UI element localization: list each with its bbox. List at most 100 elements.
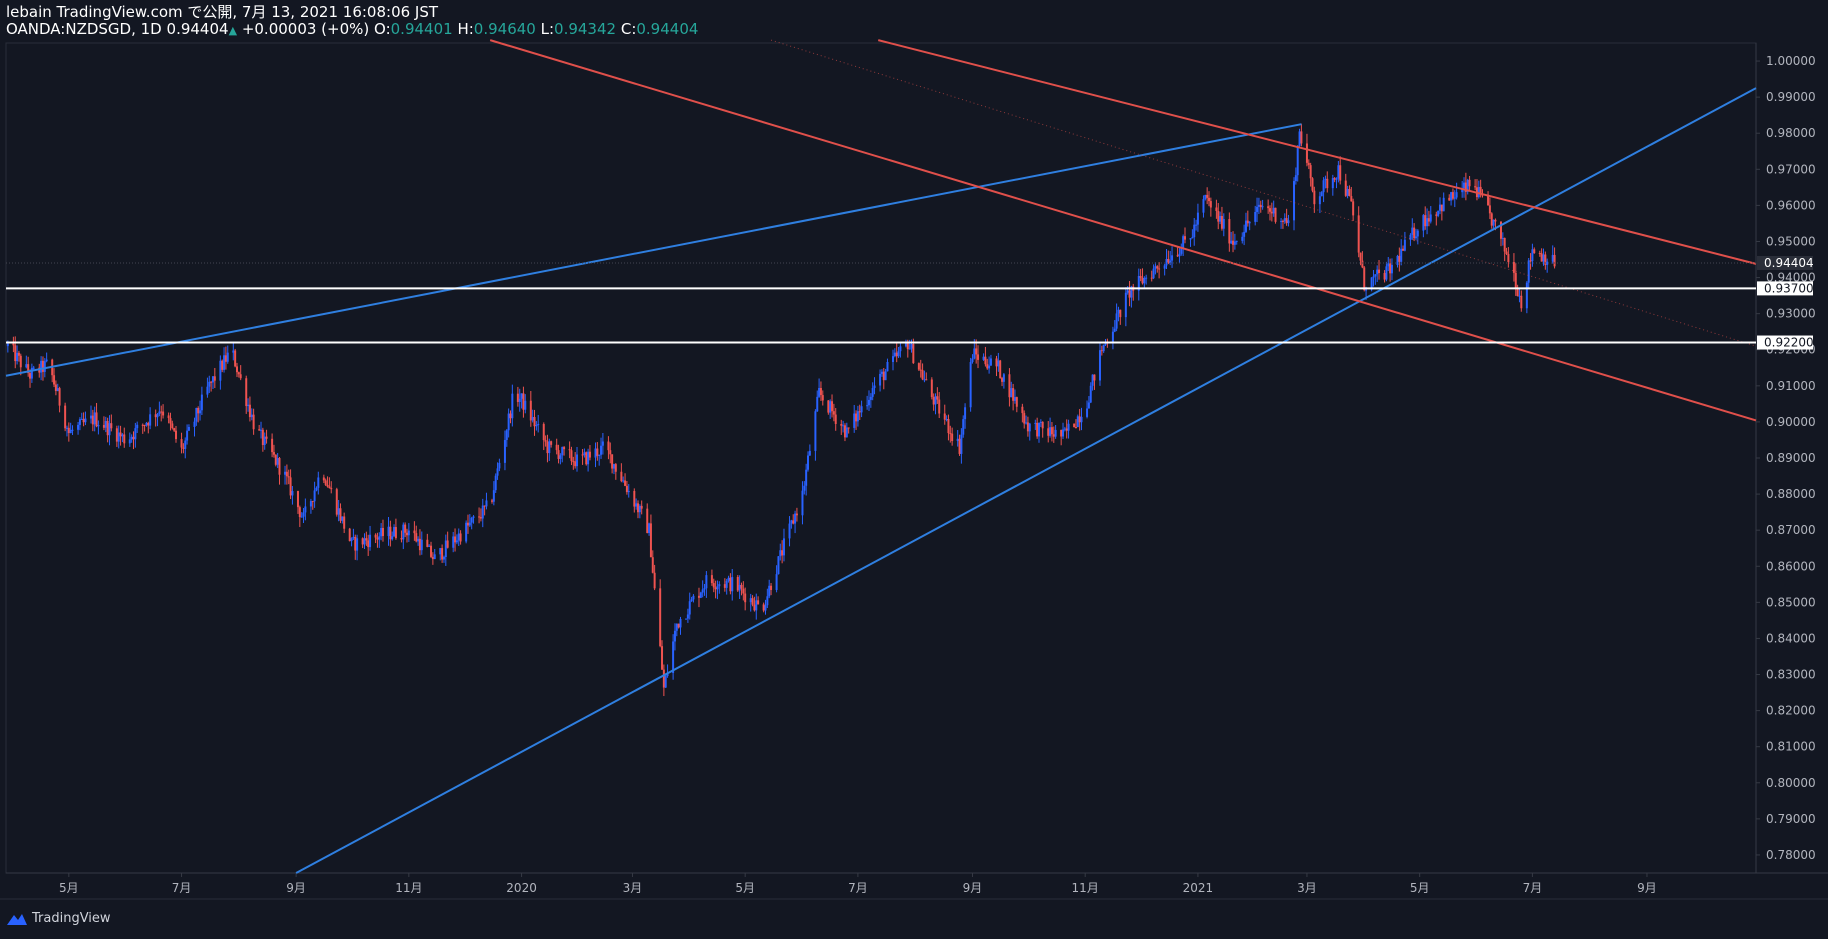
candle — [335, 487, 338, 517]
y-tick-label: 0.79000 — [1766, 812, 1816, 826]
candle — [1183, 227, 1186, 244]
candle — [648, 522, 651, 536]
candle — [324, 478, 327, 486]
candle — [600, 437, 603, 459]
candle — [348, 527, 351, 542]
candle — [175, 425, 178, 443]
candle — [117, 425, 120, 449]
candle — [1529, 253, 1532, 270]
candle — [247, 398, 250, 412]
candle — [803, 481, 806, 495]
x-tick-label: 9月 — [1637, 881, 1657, 895]
ascending-channel-line[interactable] — [5, 123, 1302, 377]
candle — [801, 481, 804, 525]
candle — [291, 486, 294, 505]
candle — [770, 583, 773, 596]
candle — [882, 368, 885, 390]
descending-channel-line[interactable] — [877, 39, 1757, 265]
candle — [788, 516, 791, 547]
candle — [581, 449, 584, 465]
y-tick-label: 0.96000 — [1766, 198, 1816, 212]
candle — [832, 403, 835, 422]
candle — [856, 405, 859, 427]
candle — [141, 423, 144, 434]
candle — [1464, 172, 1467, 201]
candle — [354, 534, 357, 560]
candle — [768, 579, 771, 599]
candle — [452, 531, 455, 553]
x-tick-label: 7月 — [1523, 881, 1543, 895]
candle — [982, 353, 985, 361]
y-tick-label: 0.81000 — [1766, 740, 1816, 754]
candle — [136, 421, 139, 433]
candle — [134, 422, 137, 448]
candle — [1062, 422, 1065, 440]
candle — [82, 412, 85, 427]
candle — [80, 412, 83, 420]
open-label: O: — [374, 20, 391, 38]
candle — [1344, 173, 1347, 197]
candle — [208, 375, 211, 394]
candle — [77, 421, 80, 435]
candle — [971, 354, 974, 364]
candle — [91, 409, 94, 432]
candle — [1378, 260, 1381, 280]
candle — [893, 348, 896, 358]
candle — [1089, 382, 1092, 404]
candle — [1209, 197, 1212, 217]
x-tick-label: 9月 — [286, 881, 306, 895]
candle — [17, 350, 20, 362]
candle — [1274, 207, 1277, 224]
candle — [1049, 417, 1052, 438]
candle — [1182, 234, 1185, 256]
candle — [710, 569, 713, 586]
candle — [563, 445, 566, 456]
candle — [363, 533, 366, 549]
candle — [664, 674, 667, 689]
candle — [845, 422, 848, 438]
candle — [84, 411, 87, 426]
channel-midline — [770, 39, 1757, 347]
candle — [147, 421, 150, 434]
candle — [677, 623, 680, 629]
candle — [361, 537, 364, 549]
candle — [624, 473, 627, 487]
candle — [899, 341, 902, 358]
candle — [1437, 210, 1440, 218]
candle — [167, 412, 170, 424]
candle — [1542, 248, 1545, 266]
ascending-channel-line[interactable] — [295, 87, 1757, 874]
x-tick-label: 7月 — [848, 881, 868, 895]
candle — [1518, 288, 1521, 303]
candle — [1073, 423, 1076, 428]
candle — [753, 596, 756, 612]
y-tick-label: 1.00000 — [1766, 54, 1816, 68]
candle — [1339, 156, 1342, 185]
candle — [1352, 198, 1355, 221]
candle — [895, 343, 898, 363]
candle — [1208, 191, 1211, 207]
x-tick-label: 3月 — [623, 881, 643, 895]
candle — [1544, 251, 1547, 270]
candle — [775, 565, 778, 593]
candle — [516, 386, 519, 407]
plot-area[interactable] — [5, 42, 1757, 874]
candle — [522, 386, 525, 418]
candle — [588, 445, 591, 461]
candle — [145, 421, 148, 427]
candle — [1389, 258, 1392, 282]
last-price-label: 0.94404 — [1764, 256, 1814, 270]
candle — [1311, 177, 1314, 193]
candle — [428, 544, 431, 547]
descending-channel-line[interactable] — [489, 39, 1757, 422]
candle — [123, 427, 126, 448]
candle — [840, 419, 843, 435]
candle — [1490, 212, 1493, 229]
candle — [1322, 177, 1325, 203]
candle — [296, 490, 299, 514]
candle — [860, 400, 863, 418]
candle — [389, 520, 392, 547]
candle — [1283, 213, 1286, 224]
candle — [58, 386, 61, 413]
